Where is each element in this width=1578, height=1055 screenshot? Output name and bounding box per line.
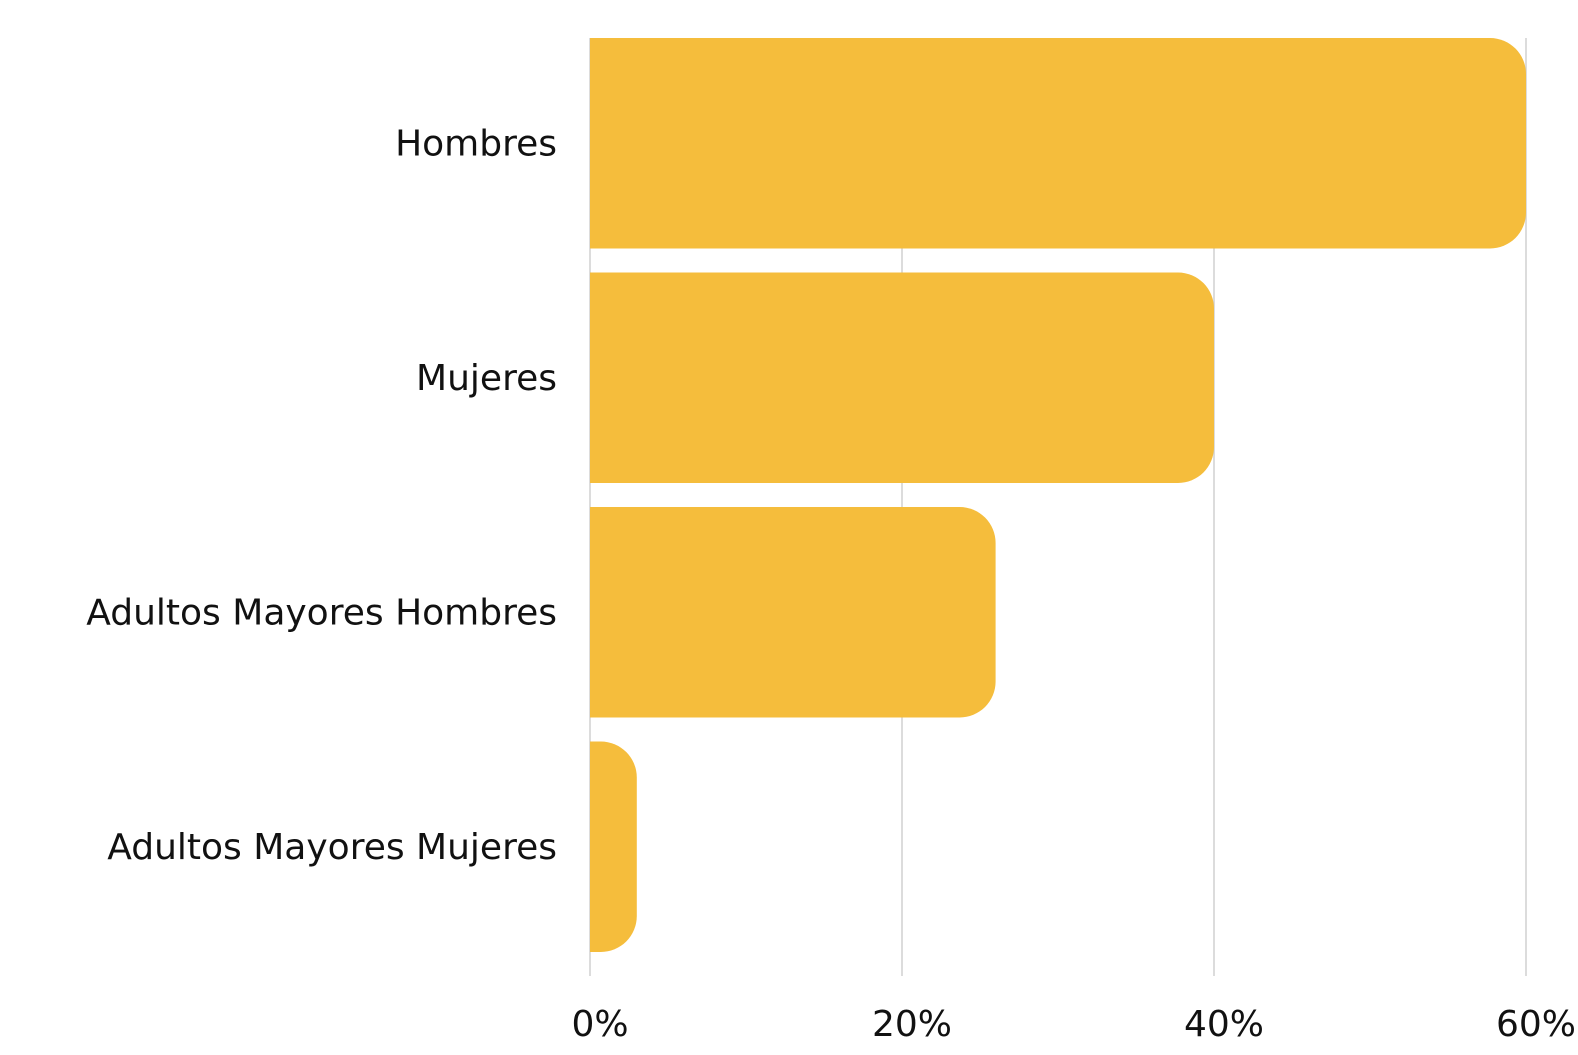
- bar: [590, 507, 996, 718]
- y-tick-label: Mujeres: [416, 358, 557, 399]
- bar: [590, 741, 637, 952]
- x-tick-label: 60%: [1496, 1004, 1576, 1045]
- x-tick-label: 40%: [1184, 1004, 1264, 1045]
- bar: [590, 272, 1214, 483]
- x-tick-label: 20%: [872, 1004, 952, 1045]
- bar: [590, 38, 1526, 249]
- y-tick-label: Adultos Mayores Mujeres: [107, 827, 557, 868]
- y-tick-label: Adultos Mayores Hombres: [86, 592, 557, 633]
- y-tick-label: Hombres: [395, 123, 557, 164]
- x-tick-label: 0%: [571, 1004, 628, 1045]
